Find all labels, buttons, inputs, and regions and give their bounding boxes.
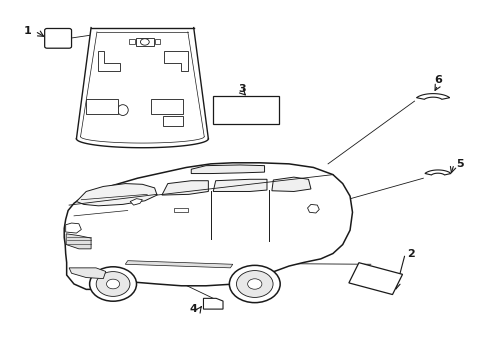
Ellipse shape — [118, 105, 128, 116]
Polygon shape — [66, 234, 91, 249]
Text: 2: 2 — [407, 248, 415, 258]
Circle shape — [90, 267, 137, 301]
Text: 5: 5 — [456, 159, 464, 169]
Text: 3: 3 — [239, 84, 246, 94]
Circle shape — [96, 271, 130, 296]
Polygon shape — [213, 179, 267, 192]
Polygon shape — [66, 223, 81, 233]
Circle shape — [229, 265, 280, 303]
Polygon shape — [69, 268, 106, 279]
Polygon shape — [272, 177, 311, 192]
Polygon shape — [416, 94, 450, 99]
Bar — [129, 40, 135, 44]
Polygon shape — [308, 204, 319, 213]
Bar — [151, 99, 183, 114]
Text: 6: 6 — [434, 75, 442, 85]
Polygon shape — [98, 51, 121, 71]
Polygon shape — [164, 51, 188, 71]
Circle shape — [247, 279, 262, 289]
Polygon shape — [76, 184, 157, 206]
Text: 1: 1 — [24, 26, 31, 36]
Text: 4: 4 — [190, 304, 197, 314]
Circle shape — [141, 39, 149, 45]
Circle shape — [106, 279, 120, 289]
Polygon shape — [162, 181, 208, 195]
Polygon shape — [130, 199, 143, 205]
Bar — [163, 116, 183, 126]
Circle shape — [237, 271, 273, 297]
Polygon shape — [125, 261, 233, 268]
Polygon shape — [64, 163, 352, 289]
Polygon shape — [425, 170, 451, 175]
Bar — [86, 99, 118, 114]
Bar — [213, 96, 279, 125]
Polygon shape — [76, 28, 208, 148]
Bar — [136, 38, 154, 46]
FancyBboxPatch shape — [45, 28, 72, 48]
Bar — [174, 208, 188, 212]
Polygon shape — [349, 263, 402, 294]
Bar — [155, 40, 160, 44]
Polygon shape — [191, 165, 265, 174]
Polygon shape — [203, 298, 223, 309]
